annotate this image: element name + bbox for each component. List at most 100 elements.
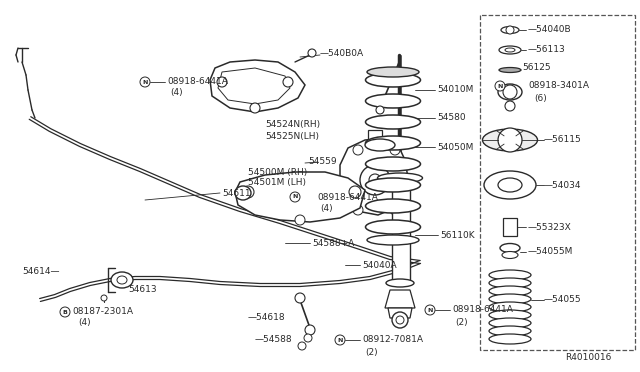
Text: 54010M: 54010M <box>437 86 474 94</box>
Polygon shape <box>235 172 365 222</box>
Text: 54525N(LH): 54525N(LH) <box>265 131 319 141</box>
Text: (2): (2) <box>455 317 468 327</box>
Text: 54501M (LH): 54501M (LH) <box>248 179 306 187</box>
Text: 56110K: 56110K <box>440 231 475 240</box>
Ellipse shape <box>498 178 522 192</box>
Circle shape <box>60 307 70 317</box>
Text: —56113: —56113 <box>528 45 566 55</box>
Text: (4): (4) <box>320 203 333 212</box>
Text: 54559: 54559 <box>308 157 337 167</box>
Ellipse shape <box>499 67 521 73</box>
Ellipse shape <box>365 136 420 150</box>
Ellipse shape <box>367 67 419 77</box>
Text: 54580: 54580 <box>437 113 466 122</box>
Circle shape <box>369 174 381 186</box>
Circle shape <box>298 342 306 350</box>
Text: —54055M: —54055M <box>528 247 573 257</box>
Ellipse shape <box>501 26 519 33</box>
Ellipse shape <box>484 171 536 199</box>
Text: (4): (4) <box>170 87 182 96</box>
Circle shape <box>390 145 400 155</box>
Polygon shape <box>340 138 408 215</box>
Ellipse shape <box>365 220 420 234</box>
Circle shape <box>217 77 227 87</box>
Circle shape <box>390 205 400 215</box>
Circle shape <box>392 312 408 328</box>
Circle shape <box>360 165 390 195</box>
Ellipse shape <box>489 334 531 344</box>
Ellipse shape <box>378 173 422 183</box>
Ellipse shape <box>365 139 395 151</box>
Ellipse shape <box>502 251 518 259</box>
Ellipse shape <box>367 235 419 245</box>
Text: 54588+A: 54588+A <box>312 238 355 247</box>
Circle shape <box>349 186 361 198</box>
Circle shape <box>495 81 505 91</box>
Ellipse shape <box>489 318 531 328</box>
Circle shape <box>425 305 435 315</box>
Circle shape <box>283 77 293 87</box>
Ellipse shape <box>489 270 531 280</box>
Circle shape <box>396 316 404 324</box>
Text: 54500M (RH): 54500M (RH) <box>248 167 307 176</box>
Text: 08918-6441A: 08918-6441A <box>452 305 513 314</box>
Circle shape <box>353 205 363 215</box>
Ellipse shape <box>111 272 133 288</box>
Circle shape <box>506 26 514 34</box>
Text: —54034: —54034 <box>544 180 582 189</box>
Ellipse shape <box>489 302 531 312</box>
Polygon shape <box>385 290 415 308</box>
Text: (6): (6) <box>534 93 547 103</box>
Circle shape <box>498 128 522 152</box>
Ellipse shape <box>117 276 127 284</box>
Ellipse shape <box>365 115 420 129</box>
Text: N: N <box>337 337 342 343</box>
Ellipse shape <box>489 278 531 288</box>
Ellipse shape <box>500 244 520 253</box>
Text: N: N <box>428 308 433 312</box>
Text: —54055: —54055 <box>544 295 582 305</box>
Ellipse shape <box>498 84 522 100</box>
Polygon shape <box>388 308 412 318</box>
Circle shape <box>353 145 363 155</box>
Circle shape <box>505 101 515 111</box>
Circle shape <box>242 186 254 198</box>
Circle shape <box>250 103 260 113</box>
Text: 54050M: 54050M <box>437 142 474 151</box>
Text: 56125: 56125 <box>522 64 550 73</box>
Text: N: N <box>292 195 298 199</box>
Ellipse shape <box>365 94 420 108</box>
Circle shape <box>305 325 315 335</box>
Circle shape <box>295 293 305 303</box>
Text: (2): (2) <box>365 347 378 356</box>
Ellipse shape <box>386 279 414 287</box>
Text: 08918-3401A: 08918-3401A <box>528 81 589 90</box>
Text: N: N <box>142 80 148 84</box>
Bar <box>368 130 382 144</box>
Bar <box>392 178 410 283</box>
Circle shape <box>335 335 345 345</box>
Circle shape <box>304 334 312 342</box>
Ellipse shape <box>483 129 538 151</box>
Circle shape <box>376 106 384 114</box>
Text: 08912-7081A: 08912-7081A <box>362 336 423 344</box>
Ellipse shape <box>365 157 420 171</box>
Circle shape <box>101 295 107 301</box>
Ellipse shape <box>489 310 531 320</box>
Text: 08187-2301A: 08187-2301A <box>72 308 133 317</box>
Polygon shape <box>210 60 305 112</box>
Ellipse shape <box>489 326 531 336</box>
Circle shape <box>295 215 305 225</box>
Text: 08918-6441A: 08918-6441A <box>167 77 228 87</box>
Ellipse shape <box>235 186 251 200</box>
Circle shape <box>308 49 316 57</box>
Text: N: N <box>497 83 502 89</box>
Text: 54613: 54613 <box>128 285 157 295</box>
Text: 54040A: 54040A <box>362 260 397 269</box>
Ellipse shape <box>505 48 515 52</box>
Text: —54040B: —54040B <box>528 26 572 35</box>
Text: —55323X: —55323X <box>528 222 572 231</box>
Circle shape <box>140 77 150 87</box>
Ellipse shape <box>365 199 420 213</box>
Text: —54588: —54588 <box>255 336 292 344</box>
